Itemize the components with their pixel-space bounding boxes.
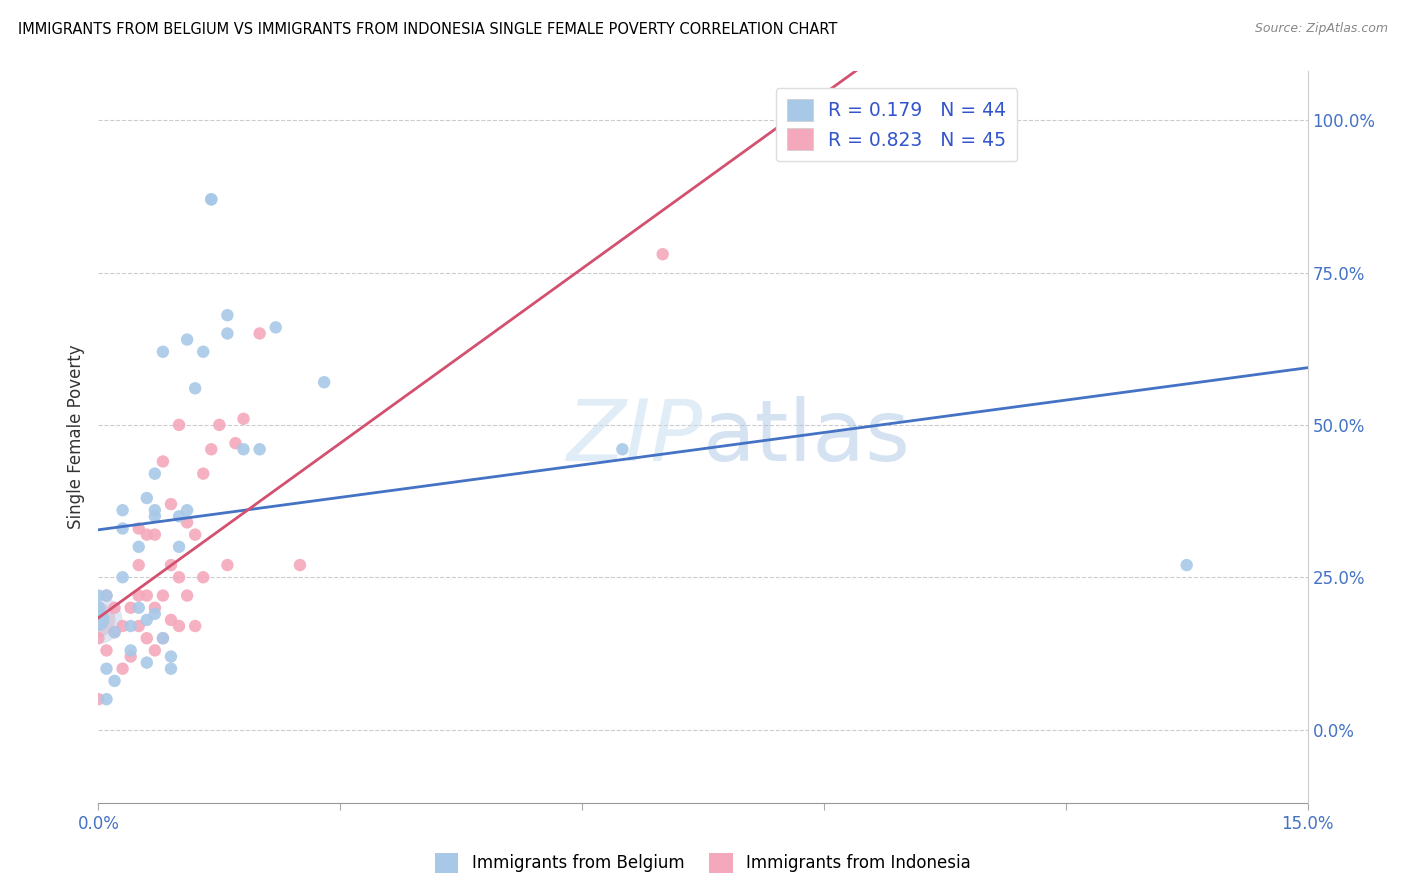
Point bbox=[96, 643, 118, 657]
Point bbox=[103, 600, 125, 615]
Point bbox=[193, 570, 215, 584]
Point bbox=[232, 412, 254, 426]
Point bbox=[120, 600, 142, 615]
Point bbox=[232, 442, 254, 457]
Point bbox=[87, 600, 110, 615]
Text: ZIP: ZIP bbox=[567, 395, 703, 479]
Point bbox=[143, 607, 166, 621]
Point bbox=[128, 600, 150, 615]
Point bbox=[143, 503, 166, 517]
Point bbox=[128, 540, 150, 554]
Point bbox=[249, 442, 271, 457]
Point bbox=[160, 649, 183, 664]
Point bbox=[184, 527, 207, 541]
Point bbox=[152, 589, 174, 603]
Text: atlas: atlas bbox=[703, 395, 911, 479]
Point bbox=[217, 558, 239, 573]
Point bbox=[87, 589, 110, 603]
Point bbox=[87, 613, 110, 627]
Point bbox=[224, 436, 246, 450]
Point bbox=[152, 454, 174, 468]
Point bbox=[96, 662, 118, 676]
Point bbox=[135, 589, 157, 603]
Point bbox=[193, 467, 215, 481]
Point bbox=[111, 570, 134, 584]
Point bbox=[167, 619, 190, 633]
Point bbox=[103, 673, 125, 688]
Point bbox=[160, 497, 183, 511]
Point bbox=[249, 326, 271, 341]
Point bbox=[184, 619, 207, 633]
Point bbox=[143, 527, 166, 541]
Point bbox=[87, 632, 110, 646]
Point bbox=[160, 613, 183, 627]
Point bbox=[111, 662, 134, 676]
Point bbox=[103, 625, 125, 640]
Point bbox=[167, 509, 190, 524]
Point bbox=[143, 600, 166, 615]
Point bbox=[612, 442, 634, 457]
Point bbox=[217, 326, 239, 341]
Point bbox=[87, 613, 110, 627]
Legend: R = 0.179   N = 44, R = 0.823   N = 45: R = 0.179 N = 44, R = 0.823 N = 45 bbox=[776, 88, 1018, 161]
Point bbox=[152, 632, 174, 646]
Point bbox=[217, 308, 239, 322]
Point bbox=[167, 570, 190, 584]
Point bbox=[120, 619, 142, 633]
Point bbox=[120, 649, 142, 664]
Point bbox=[87, 613, 110, 627]
Point bbox=[96, 692, 118, 706]
Y-axis label: Single Female Poverty: Single Female Poverty bbox=[66, 345, 84, 529]
Point bbox=[135, 527, 157, 541]
Point bbox=[200, 193, 222, 207]
Point bbox=[135, 613, 157, 627]
Point bbox=[152, 632, 174, 646]
Point bbox=[111, 503, 134, 517]
Point bbox=[143, 467, 166, 481]
Point bbox=[111, 521, 134, 535]
Point bbox=[160, 558, 183, 573]
Point bbox=[176, 503, 198, 517]
Point bbox=[813, 113, 835, 128]
Legend: Immigrants from Belgium, Immigrants from Indonesia: Immigrants from Belgium, Immigrants from… bbox=[429, 847, 977, 880]
Point bbox=[651, 247, 673, 261]
Point bbox=[143, 643, 166, 657]
Point bbox=[167, 540, 190, 554]
Point bbox=[288, 558, 311, 573]
Point bbox=[1175, 558, 1198, 573]
Point bbox=[208, 417, 231, 432]
Point bbox=[135, 656, 157, 670]
Point bbox=[135, 632, 157, 646]
Point bbox=[152, 344, 174, 359]
Point bbox=[111, 619, 134, 633]
Point bbox=[193, 344, 215, 359]
Point bbox=[143, 509, 166, 524]
Point bbox=[176, 589, 198, 603]
Point bbox=[176, 516, 198, 530]
Point bbox=[128, 558, 150, 573]
Text: IMMIGRANTS FROM BELGIUM VS IMMIGRANTS FROM INDONESIA SINGLE FEMALE POVERTY CORRE: IMMIGRANTS FROM BELGIUM VS IMMIGRANTS FR… bbox=[18, 22, 838, 37]
Point bbox=[314, 376, 336, 390]
Point bbox=[264, 320, 287, 334]
Point bbox=[103, 625, 125, 640]
Point bbox=[200, 442, 222, 457]
Point bbox=[167, 417, 190, 432]
Point bbox=[120, 643, 142, 657]
Point bbox=[96, 589, 118, 603]
Point bbox=[176, 333, 198, 347]
Point bbox=[128, 619, 150, 633]
Point bbox=[200, 193, 222, 207]
Point bbox=[128, 521, 150, 535]
Point bbox=[96, 589, 118, 603]
Point bbox=[128, 589, 150, 603]
Point bbox=[87, 692, 110, 706]
Text: Source: ZipAtlas.com: Source: ZipAtlas.com bbox=[1254, 22, 1388, 36]
Point bbox=[184, 381, 207, 395]
Point bbox=[135, 491, 157, 505]
Point bbox=[160, 662, 183, 676]
